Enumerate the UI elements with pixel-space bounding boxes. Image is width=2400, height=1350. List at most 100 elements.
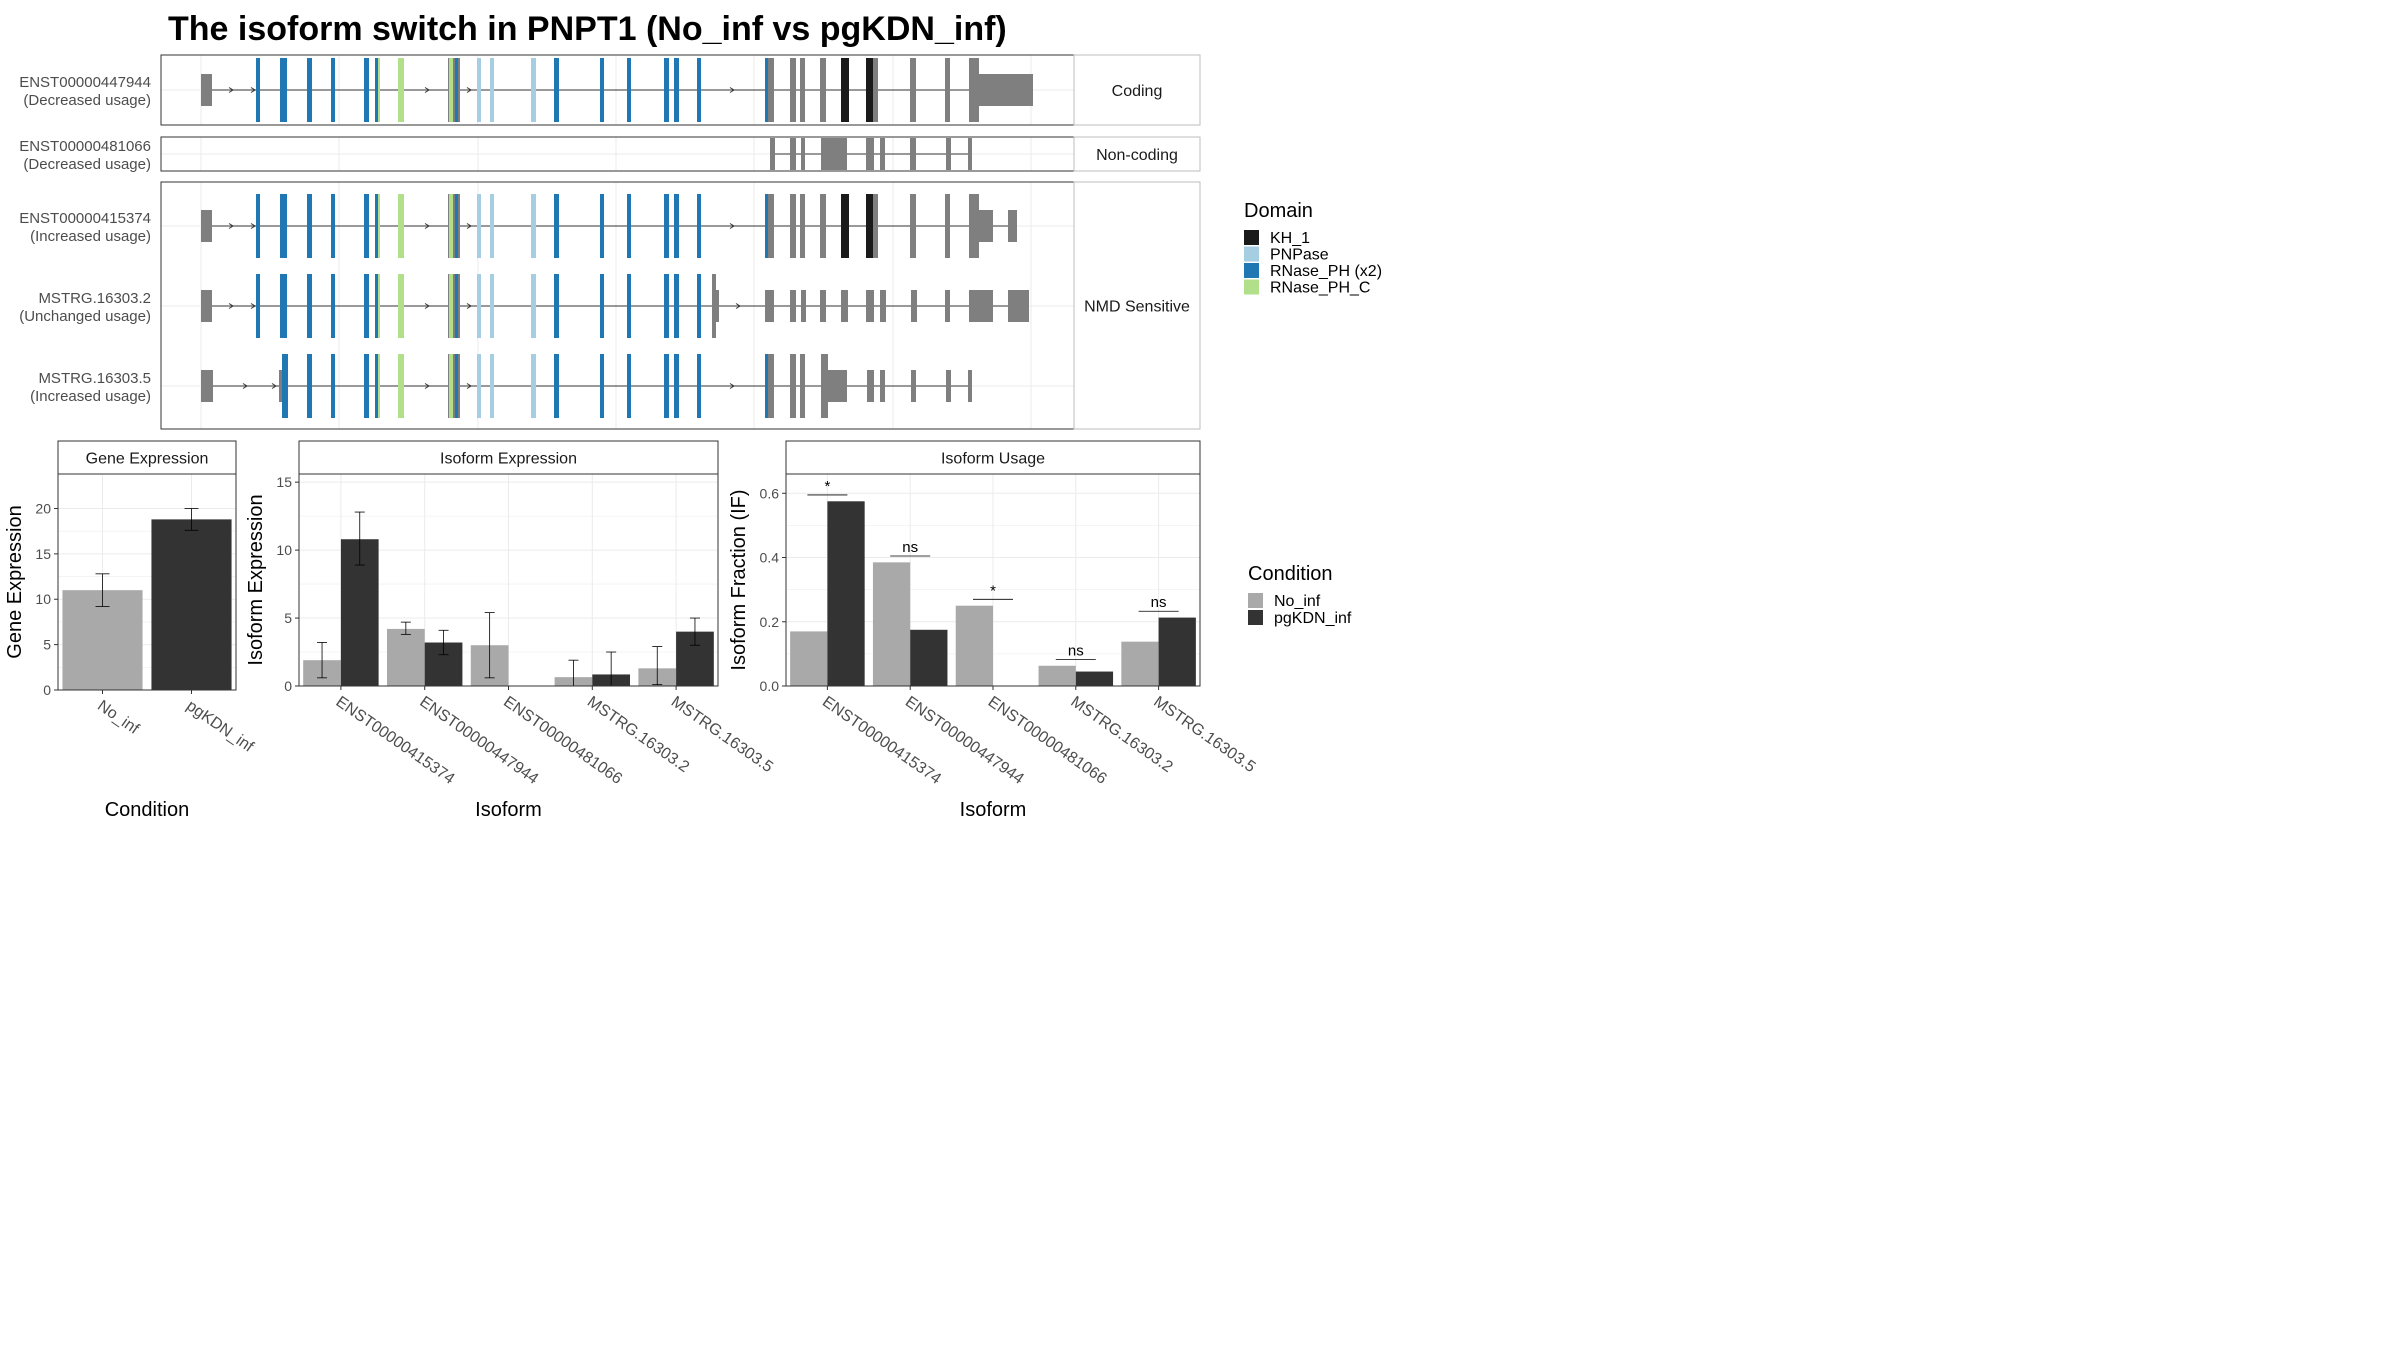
- exon-block: [841, 290, 848, 322]
- exon-block: [968, 138, 972, 170]
- transcript-usage: (Decreased usage): [23, 92, 151, 109]
- domain-legend-label: RNase_PH (x2): [1270, 263, 1382, 280]
- exon-block: [664, 274, 669, 338]
- bar: [386, 628, 425, 686]
- exon-block: [969, 58, 979, 122]
- exon-block: [600, 274, 604, 338]
- significance-label: *: [824, 478, 830, 495]
- exon-block: [280, 274, 287, 338]
- y-tick-label: 10: [35, 591, 51, 607]
- strand-arrow: [466, 223, 472, 229]
- domain-legend-swatch: [1244, 246, 1259, 262]
- transcript-usage: (Unchanged usage): [19, 308, 151, 325]
- exon-block: [375, 354, 379, 418]
- strand-arrow: [424, 87, 430, 93]
- exon-block: [201, 290, 212, 322]
- exon-block: [307, 354, 312, 418]
- exon-block: [201, 74, 212, 106]
- domain-legend-title: Domain: [1244, 200, 1313, 222]
- structure-strip: [1073, 136, 1201, 172]
- exon-block: [674, 274, 679, 338]
- significance-label: ns: [1151, 594, 1167, 611]
- exon-block: [455, 194, 458, 258]
- bar: [955, 605, 993, 686]
- exon-block: [455, 354, 458, 418]
- domain-legend-label: RNase_PH_C: [1270, 280, 1370, 297]
- exon-block: [765, 58, 768, 122]
- transcript-name: ENST00000415374: [19, 210, 151, 227]
- exon-block: [790, 354, 796, 418]
- exon-block: [866, 194, 874, 258]
- exon-block: [828, 370, 847, 402]
- strand-arrow: [228, 223, 234, 229]
- chart-border: [57, 473, 237, 691]
- y-tick-label: 5: [43, 637, 51, 653]
- exon-block: [627, 354, 631, 418]
- exon-block: [880, 138, 885, 170]
- exon-block: [790, 290, 796, 322]
- exon-block: [910, 58, 916, 122]
- transcript-name: ENST00000447944: [19, 74, 151, 91]
- exon-block: [820, 58, 826, 122]
- exon-block: [946, 138, 951, 170]
- exon-block: [979, 210, 993, 242]
- exon-block: [378, 58, 380, 122]
- exon-block: [911, 370, 916, 402]
- exon-block: [765, 58, 774, 122]
- exon-block: [375, 194, 379, 258]
- strand-arrow: [250, 303, 256, 309]
- transcript-name: MSTRG.16303.2: [38, 290, 151, 307]
- exon-block: [697, 354, 701, 418]
- exon-block: [531, 58, 536, 122]
- exon-block: [554, 194, 559, 258]
- strand-arrow: [466, 87, 472, 93]
- strand-arrow: [250, 223, 256, 229]
- exon-block: [945, 290, 950, 322]
- strand-arrow: [729, 383, 735, 389]
- strand-arrow: [424, 223, 430, 229]
- exon-block: [765, 194, 768, 258]
- exon-block: [800, 58, 805, 122]
- exon-block: [600, 194, 604, 258]
- exon-block: [866, 290, 874, 322]
- exon-block: [378, 274, 380, 338]
- exon-block: [911, 290, 917, 322]
- exon-block: [455, 274, 458, 338]
- exon-block: [531, 354, 536, 418]
- x-axis-title: Isoform: [960, 799, 1027, 821]
- exon-block: [765, 194, 774, 258]
- exon-block: [801, 138, 805, 170]
- exon-block: [866, 138, 874, 170]
- exon-block: [280, 194, 287, 258]
- exon-block: [873, 194, 878, 258]
- exon-block: [627, 58, 631, 122]
- structure-strip: [1073, 54, 1201, 126]
- strand-arrow: [424, 303, 430, 309]
- isoform-expression-chart: Isoform Expression051015ENST00000415374E…: [245, 440, 776, 821]
- exon-block: [378, 354, 380, 418]
- domain-legend-swatch: [1244, 230, 1259, 245]
- exon-block: [765, 354, 774, 418]
- y-tick-label: 15: [276, 474, 292, 490]
- bar: [872, 562, 911, 686]
- exon-block: [531, 274, 536, 338]
- exon-block: [256, 194, 260, 258]
- y-tick-label: 20: [35, 500, 51, 516]
- exon-block: [946, 370, 951, 402]
- exon-block: [674, 58, 679, 122]
- exon-block: [664, 58, 669, 122]
- chart-strip: [57, 440, 237, 475]
- x-axis-title: Condition: [105, 799, 190, 821]
- exon-block: [331, 354, 335, 418]
- y-tick-label: 0.4: [760, 550, 780, 566]
- condition-legend-title: Condition: [1248, 563, 1333, 585]
- exon-block: [398, 354, 404, 418]
- chart-strip-title: Gene Expression: [86, 451, 209, 468]
- exon-block: [331, 194, 335, 258]
- chart-strip: [785, 440, 1201, 475]
- significance-label: ns: [1068, 642, 1084, 659]
- transcript-usage: (Decreased usage): [23, 156, 151, 173]
- bar: [151, 519, 232, 690]
- transcript-name: ENST00000481066: [19, 138, 151, 155]
